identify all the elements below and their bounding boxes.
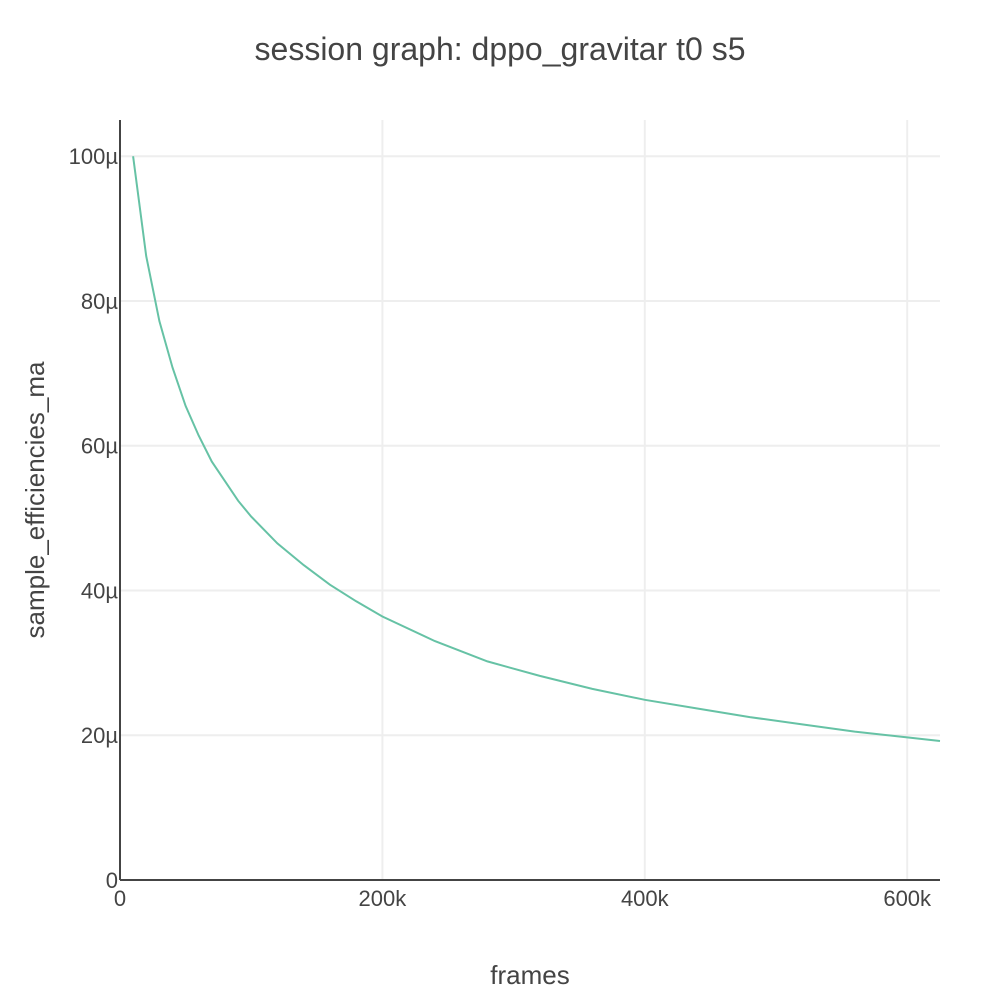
y-tick-labels: 0 20µ 40µ 60µ 80µ 100µ [69,144,119,893]
chart-title: session graph: dppo_gravitar t0 s5 [255,31,746,67]
y-gridlines [120,155,940,737]
x-gridlines [381,120,909,880]
x-tick-label: 200k [359,886,408,911]
x-tick-label: 0 [114,886,126,911]
y-tick-label: 40µ [81,578,118,603]
plot-series [132,156,941,742]
x-tick-label: 600k [883,886,932,911]
y-tick-label: 80µ [81,289,118,314]
y-tick-label: 0 [106,868,118,893]
x-tick-labels: 0 200k 400k 600k [114,886,932,911]
x-tick-label: 400k [621,886,670,911]
series-line [132,156,941,742]
y-tick-label: 20µ [81,723,118,748]
y-tick-label: 60µ [81,434,118,459]
y-tick-label: 100µ [69,144,119,169]
x-axis-title: frames [490,960,569,990]
y-axis-title: sample_efficiencies_ma [20,361,50,639]
